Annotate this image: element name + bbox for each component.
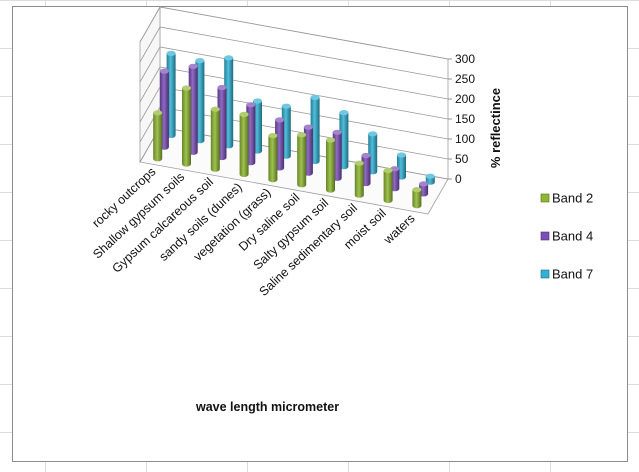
legend-label: Band 2 (552, 191, 593, 206)
gridline (139, 46, 449, 100)
y-tick-label: 150 (455, 112, 475, 126)
bar (182, 85, 191, 167)
bar (412, 187, 422, 209)
bar (297, 132, 307, 188)
bar (153, 110, 163, 162)
y-tick-label: 300 (455, 52, 475, 66)
gridline (139, 26, 449, 80)
bar (239, 111, 249, 177)
legend: Band 2 Band 4 Band 7 (540, 191, 593, 282)
y-tick-label: 0 (455, 172, 462, 186)
chart-area[interactable]: 0 50 100 150 200 250 300 rocky outcrops Shallow… (12, 6, 628, 462)
legend-swatch (540, 269, 550, 279)
x-axis-title: wave length micrometer (195, 400, 339, 414)
y-tick-label: 100 (455, 132, 475, 146)
chart-bars (153, 50, 435, 209)
bar (425, 173, 435, 185)
y-tick-label: 50 (455, 152, 469, 166)
y-axis-title: % reflectince (488, 88, 503, 168)
bar (326, 137, 335, 193)
y-axis: 0 50 100 150 200 250 300 (448, 52, 475, 186)
y-tick-label: 200 (455, 92, 475, 106)
bar (210, 106, 220, 172)
bar (268, 133, 278, 183)
y-tick-label: 250 (455, 72, 475, 86)
gridline (139, 66, 449, 120)
bar (383, 167, 393, 203)
legend-label: Band 4 (552, 229, 593, 244)
legend-swatch (540, 231, 550, 241)
gridline (139, 7, 449, 60)
legend-label: Band 7 (552, 267, 593, 282)
legend-swatch (540, 193, 550, 203)
bar (354, 160, 364, 198)
